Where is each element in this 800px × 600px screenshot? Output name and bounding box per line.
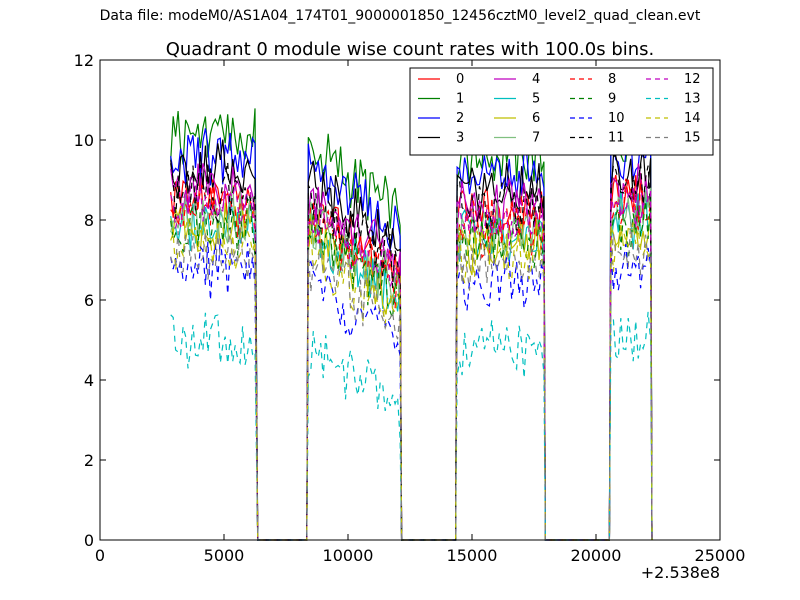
x-tick-label: 15000 (447, 546, 498, 565)
legend-label-7: 7 (532, 131, 540, 146)
chart-title: Quadrant 0 module wise count rates with … (166, 39, 655, 60)
legend-label-11: 11 (608, 131, 625, 146)
x-tick-label: 25000 (695, 546, 746, 565)
series-line-13 (170, 311, 653, 541)
legend-label-12: 12 (684, 72, 701, 87)
legend-label-13: 13 (684, 92, 701, 107)
legend-label-14: 14 (684, 111, 701, 126)
y-tick-label: 10 (74, 131, 94, 150)
legend-box (409, 67, 714, 156)
series-line-2 (170, 128, 653, 541)
series-line-6 (170, 202, 653, 541)
series-line-10 (170, 238, 653, 541)
series-line-9 (170, 197, 653, 541)
legend-label-0: 0 (456, 72, 464, 87)
series-line-0 (170, 172, 653, 541)
legend-label-5: 5 (532, 92, 540, 107)
legend-label-6: 6 (532, 111, 540, 126)
legend-label-3: 3 (456, 131, 464, 146)
legend-label-9: 9 (608, 92, 616, 107)
x-tick-label: 0 (95, 546, 105, 565)
y-tick-label: 0 (84, 531, 94, 550)
series-line-15 (170, 222, 653, 541)
legend-label-15: 15 (684, 131, 701, 146)
y-tick-label: 2 (84, 451, 94, 470)
plot-lines (170, 108, 653, 541)
x-axis: 0 5000 10000 15000 20000 25000 (95, 60, 746, 565)
series-line-7 (170, 185, 653, 541)
series-line-8 (170, 178, 653, 541)
y-tick-label: 8 (84, 211, 94, 230)
series-line-12 (170, 183, 653, 541)
figure-suptitle: Data file: modeM0/AS1A04_174T01_90000018… (99, 8, 701, 24)
x-tick-label: 10000 (323, 546, 374, 565)
x-tick-label: 20000 (571, 546, 622, 565)
x-offset-label: +2.538e8 (641, 563, 720, 582)
y-tick-label: 6 (84, 291, 94, 310)
series-line-3 (170, 139, 653, 541)
series-line-14 (170, 217, 653, 541)
y-tick-label: 12 (74, 51, 94, 70)
legend-label-8: 8 (608, 72, 616, 87)
y-tick-label: 4 (84, 371, 94, 390)
legend-label-4: 4 (532, 72, 540, 87)
x-tick-label: 5000 (204, 546, 245, 565)
legend-label-2: 2 (456, 111, 464, 126)
legend-label-1: 1 (456, 92, 464, 107)
legend-label-10: 10 (608, 111, 625, 126)
